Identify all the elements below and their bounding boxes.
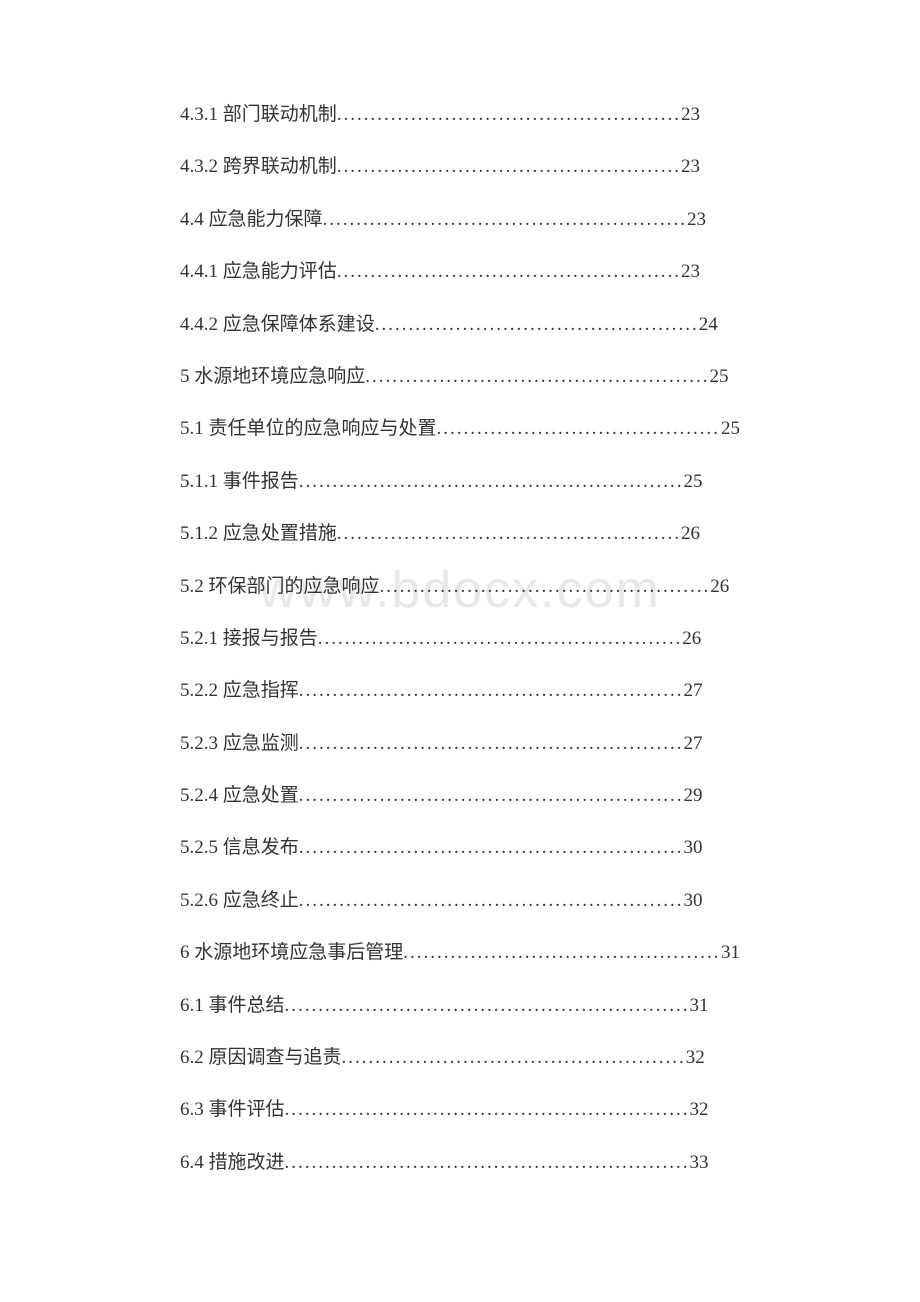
toc-entry: 5.2.2 应急指挥 .............................… [180,676,740,706]
toc-label: 5.1 责任单位的应急响应与处置 [180,414,437,444]
toc-label: 4.3.2 跨界联动机制 [180,152,337,182]
toc-dots: ........................................… [285,991,690,1021]
toc-page-number: 26 [682,624,701,654]
toc-page-number: 27 [684,676,703,706]
toc-label: 5 水源地环境应急响应 [180,362,365,392]
toc-entry: 5.2.5 信息发布 .............................… [180,833,740,863]
toc-page: 4.3.1 部门联动机制 ...........................… [0,0,920,1178]
toc-entry: 4.4.1 应急能力评估 ...........................… [180,257,740,287]
toc-page-number: 33 [690,1148,709,1178]
toc-label: 5.2.1 接报与报告 [180,624,318,654]
toc-label: 4.4.1 应急能力评估 [180,257,337,287]
toc-label: 5.2.3 应急监测 [180,729,299,759]
toc-dots: ........................................… [437,414,721,444]
toc-entry: 5 水源地环境应急响应 ............................… [180,362,740,392]
toc-dots: ........................................… [337,257,681,287]
toc-dots: ........................................… [337,100,681,130]
toc-label: 6.4 措施改进 [180,1148,285,1178]
toc-dots: ........................................… [318,624,683,654]
toc-page-number: 25 [684,467,703,497]
toc-label: 5.2.6 应急终止 [180,886,299,916]
toc-entry: 4.3.1 部门联动机制 ...........................… [180,100,740,130]
toc-page-number: 27 [684,729,703,759]
toc-entry: 5.1 责任单位的应急响应与处置 .......................… [180,414,740,444]
toc-label: 6.3 事件评估 [180,1095,285,1125]
toc-label: 5.2 环保部门的应急响应 [180,572,380,602]
toc-dots: ........................................… [299,781,684,811]
toc-page-number: 32 [686,1043,705,1073]
toc-entry: 5.2.6 应急终止 .............................… [180,886,740,916]
toc-label: 6.1 事件总结 [180,991,285,1021]
toc-entry: 4.3.2 跨界联动机制 ...........................… [180,152,740,182]
toc-label: 6 水源地环境应急事后管理 [180,938,403,968]
toc-label: 5.1.2 应急处置措施 [180,519,337,549]
toc-dots: ........................................… [380,572,711,602]
toc-content: 4.3.1 部门联动机制 ...........................… [180,100,740,1178]
toc-entry: 6.4 措施改进 ...............................… [180,1148,740,1178]
toc-entry: 4.4 应急能力保障 .............................… [180,205,740,235]
toc-page-number: 23 [687,205,706,235]
toc-label: 4.4 应急能力保障 [180,205,323,235]
toc-dots: ........................................… [323,205,688,235]
toc-dots: ........................................… [299,833,684,863]
toc-page-number: 25 [721,414,740,444]
toc-entry: 5.1.1 事件报告 .............................… [180,467,740,497]
toc-entry: 6.3 事件评估 ...............................… [180,1095,740,1125]
toc-entry: 6.2 原因调查与追责 ............................… [180,1043,740,1073]
toc-entry: 6.1 事件总结 ...............................… [180,991,740,1021]
toc-dots: ........................................… [299,467,684,497]
toc-dots: ........................................… [403,938,721,968]
toc-dots: ........................................… [285,1095,690,1125]
toc-page-number: 23 [681,152,700,182]
toc-label: 6.2 原因调查与追责 [180,1043,342,1073]
toc-dots: ........................................… [365,362,709,392]
toc-dots: ........................................… [299,676,684,706]
toc-page-number: 25 [710,362,729,392]
toc-label: 4.3.1 部门联动机制 [180,100,337,130]
toc-page-number: 31 [721,938,740,968]
toc-page-number: 23 [681,100,700,130]
toc-dots: ........................................… [285,1148,690,1178]
toc-dots: ........................................… [375,310,699,340]
toc-label: 5.2.2 应急指挥 [180,676,299,706]
toc-entry: 4.4.2 应急保障体系建设 .........................… [180,310,740,340]
toc-entry: 5.2.4 应急处置 .............................… [180,781,740,811]
toc-page-number: 31 [690,991,709,1021]
toc-page-number: 26 [710,572,729,602]
toc-label: 4.4.2 应急保障体系建设 [180,310,375,340]
toc-page-number: 24 [699,310,718,340]
toc-entry: 5.2 环保部门的应急响应 ..........................… [180,572,740,602]
toc-page-number: 30 [684,886,703,916]
toc-page-number: 23 [681,257,700,287]
toc-dots: ........................................… [299,886,684,916]
toc-label: 5.2.5 信息发布 [180,833,299,863]
toc-dots: ........................................… [337,152,681,182]
toc-entry: 6 水源地环境应急事后管理 ..........................… [180,938,740,968]
toc-dots: ........................................… [342,1043,686,1073]
toc-page-number: 30 [684,833,703,863]
toc-label: 5.1.1 事件报告 [180,467,299,497]
toc-label: 5.2.4 应急处置 [180,781,299,811]
toc-page-number: 29 [684,781,703,811]
toc-page-number: 32 [690,1095,709,1125]
toc-dots: ........................................… [299,729,684,759]
toc-entry: 5.1.2 应急处置措施 ...........................… [180,519,740,549]
toc-dots: ........................................… [337,519,681,549]
toc-entry: 5.2.3 应急监测 .............................… [180,729,740,759]
toc-page-number: 26 [681,519,700,549]
toc-entry: 5.2.1 接报与报告 ............................… [180,624,740,654]
